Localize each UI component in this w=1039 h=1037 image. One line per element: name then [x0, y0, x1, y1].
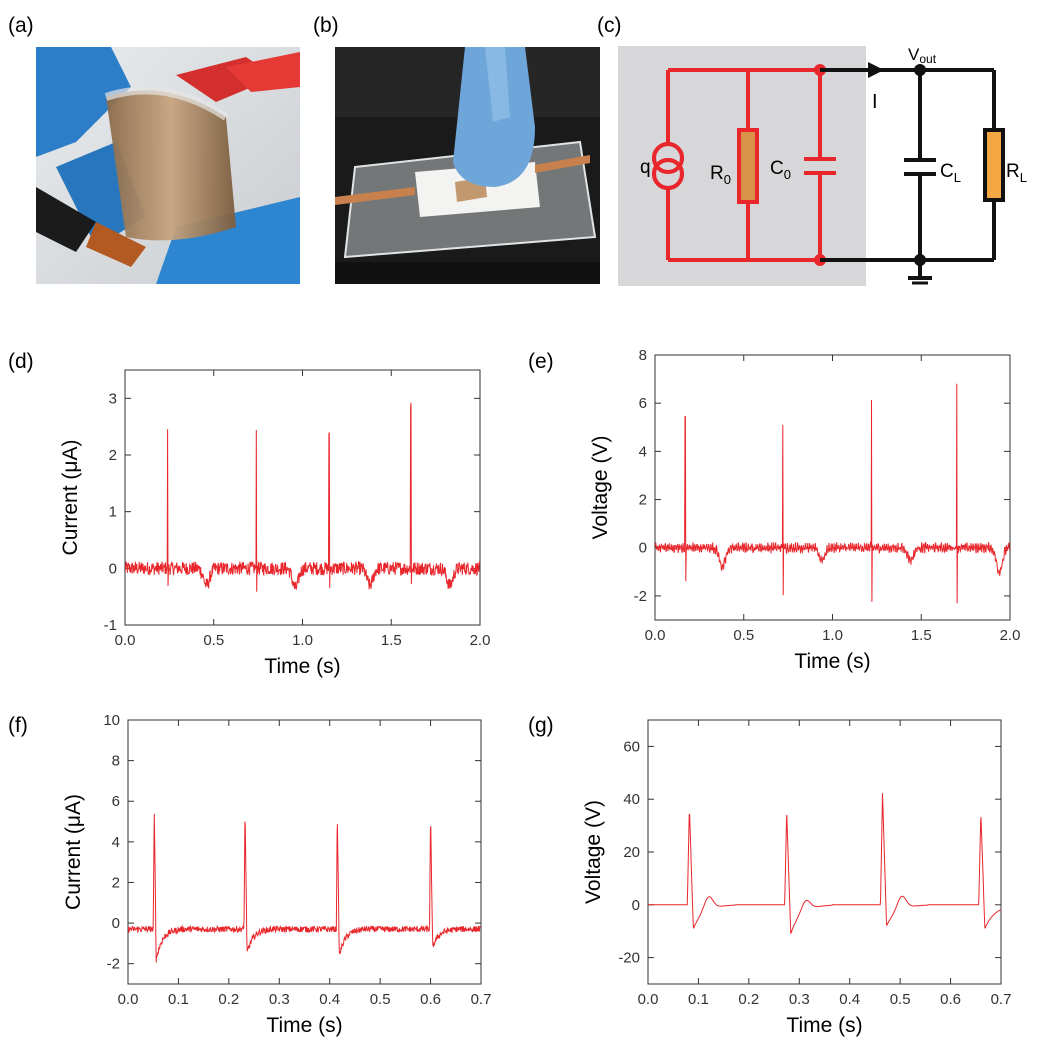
y-axis-label: Voltage (V) [582, 800, 605, 904]
x-tick-label: 0.5 [370, 991, 391, 1008]
y-tick-label: 4 [639, 443, 647, 460]
panel-label-f: (f) [8, 714, 28, 737]
signal-trace [125, 402, 480, 592]
y-tick-label: 0 [632, 897, 640, 914]
x-tick-label: 0.0 [638, 991, 659, 1008]
plot-frame [124, 369, 481, 626]
y-tick-label: 6 [112, 793, 120, 810]
r0-label: R0 [710, 163, 731, 187]
signal-trace [128, 813, 481, 963]
panel-label-b: (b) [313, 14, 339, 37]
x-tick-label: 2.0 [470, 632, 491, 649]
x-tick-label: 0.1 [688, 991, 709, 1008]
plot-frame [647, 719, 1002, 985]
y-axis-label: Current (μA) [59, 440, 82, 556]
y-tick-label: -1 [104, 617, 117, 634]
y-tick-label: 8 [639, 347, 647, 364]
x-tick-label: 0.4 [839, 991, 860, 1008]
x-tick-label: 0.5 [733, 627, 754, 644]
photo-a-flexible-device [36, 47, 300, 284]
y-tick-label: 6 [639, 395, 647, 412]
y-tick-label: 2 [109, 447, 117, 464]
y-tick-label: 40 [623, 791, 640, 808]
signal-trace [655, 383, 1010, 604]
plot-frame [127, 719, 482, 985]
y-tick-label: 60 [623, 738, 640, 755]
c0-label: C0 [770, 158, 791, 182]
rl-label: RL [1006, 161, 1027, 185]
y-tick-label: 0 [109, 560, 117, 577]
y-axis-label: Voltage (V) [589, 436, 612, 540]
x-tick-label: 0.4 [319, 991, 340, 1008]
panel-label-d: (d) [8, 350, 34, 373]
chart-e-voltage: 0.0 0.5 1.0 1.5 2.0 -2 0 2 4 6 8 Time (s) Voltage (V… [589, 347, 1021, 673]
r0-resistor [737, 128, 759, 204]
y-tick-label: 3 [109, 390, 117, 407]
y-tick-label: 20 [623, 844, 640, 861]
y-tick-label: 1 [109, 504, 117, 521]
source-label: q [640, 157, 651, 178]
y-tick-label: -2 [107, 956, 120, 973]
circuit-diagram: q R0 C0 I Vout CL RL [618, 45, 1028, 286]
current-label: I [872, 91, 878, 113]
x-tick-label: 0.2 [218, 991, 239, 1008]
panel-label-g: (g) [528, 714, 554, 737]
y-tick-label: -2 [634, 588, 647, 605]
external-circuit [820, 68, 996, 285]
x-tick-label: 1.5 [381, 632, 402, 649]
panel-label-c: (c) [597, 14, 622, 37]
x-tick-label: 0.0 [115, 632, 136, 649]
chart-f-current: 0.0 0.1 0.2 0.3 0.4 0.5 0.6 0.7 -2 0 2 4 6 8 10 Time (s… [62, 712, 492, 1037]
x-tick-label: 0.0 [118, 991, 139, 1008]
x-axis-label: Time (s) [794, 650, 870, 673]
x-tick-label: 0.5 [203, 632, 224, 649]
y-tick-label: 4 [112, 834, 120, 851]
panel-label-a: (a) [8, 14, 34, 37]
y-tick-label: 2 [639, 492, 647, 509]
x-tick-label: 0.1 [168, 991, 189, 1008]
y-axis-label: Current (μA) [62, 794, 85, 910]
x-tick-label: 0.6 [940, 991, 961, 1008]
y-tick-label: 0 [639, 540, 647, 557]
x-axis-label: Time (s) [266, 1014, 342, 1037]
x-tick-label: 1.0 [822, 627, 843, 644]
x-tick-label: 0.7 [991, 991, 1012, 1008]
x-tick-label: 0.2 [738, 991, 759, 1008]
y-tick-label: 0 [112, 915, 120, 932]
x-axis-label: Time (s) [786, 1014, 862, 1037]
y-tick-label: 10 [103, 712, 120, 729]
cl-label: CL [940, 161, 961, 185]
x-tick-label: 0.3 [269, 991, 290, 1008]
current-source-icon [652, 142, 684, 190]
rl-resistor [983, 128, 1005, 202]
panel-label-e: (e) [528, 350, 554, 373]
vout-label: Vout [908, 46, 937, 66]
chart-g-voltage: 0.0 0.1 0.2 0.3 0.4 0.5 0.6 0.7 -20 0 20 40 60 Time (… [582, 719, 1012, 1037]
x-tick-label: 0.0 [645, 627, 666, 644]
y-tick-label: 8 [112, 753, 120, 770]
y-tick-label: 2 [112, 874, 120, 891]
x-tick-label: 0.7 [471, 991, 492, 1008]
current-arrow-icon [868, 62, 884, 78]
x-tick-label: 1.0 [292, 632, 313, 649]
x-tick-label: 0.3 [789, 991, 810, 1008]
x-tick-label: 2.0 [1000, 627, 1021, 644]
y-tick-label: -20 [618, 950, 640, 967]
x-tick-label: 1.5 [911, 627, 932, 644]
chart-d-current: 0.0 0.5 1.0 1.5 2.0 -1 0 1 2 3 Time (s) Current (μA… [59, 369, 491, 678]
x-tick-label: 0.5 [890, 991, 911, 1008]
x-axis-label: Time (s) [264, 655, 340, 678]
signal-trace [648, 793, 1001, 934]
photo-b-finger-press [335, 47, 600, 284]
x-tick-label: 0.6 [420, 991, 441, 1008]
